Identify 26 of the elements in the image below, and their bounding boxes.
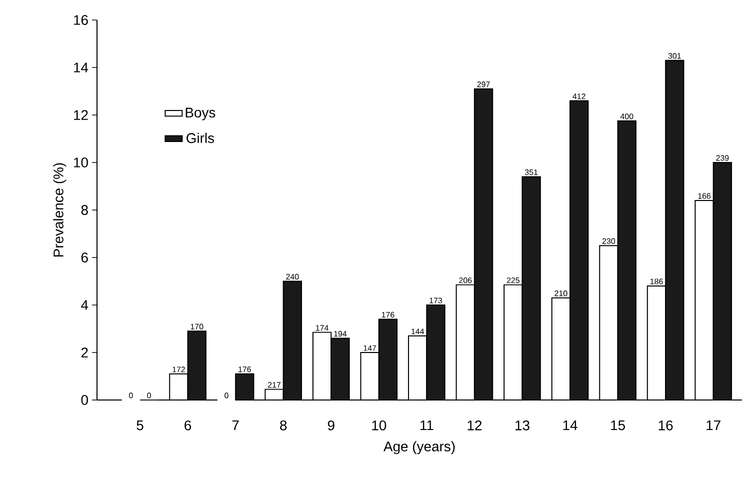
legend-label: Boys [186,108,216,120]
x-tick-label: 8 [280,420,287,430]
y-tick-label: 14 [74,62,88,72]
x-tick-label: 12 [468,420,482,430]
x-tick-label: 11 [420,420,434,430]
x-tick-label: 6 [184,420,192,430]
y-tick-label: 8 [81,205,88,215]
x-tick-label: 16 [658,420,673,430]
y-axis-title: Prevalence (%) [53,163,66,257]
y-tick-label: 10 [74,158,88,168]
legend-label: Girls [186,132,214,144]
x-tick-label: 14 [563,420,578,430]
x-tick-label: 9 [328,420,334,430]
x-tick-label: 17 [706,420,720,430]
y-tick-label: 0 [81,395,88,405]
x-tick-label: 13 [516,420,530,430]
x-axis-title: Age (years) [383,441,455,454]
y-tick-label: 4 [81,300,88,310]
x-tick-label: 5 [136,420,144,430]
y-tick-label: 6 [81,252,88,262]
y-tick-label: 2 [81,348,88,358]
y-tick-label: 16 [74,15,88,25]
y-tick-label: 12 [74,110,88,120]
x-tick-label: 7 [232,420,239,430]
x-tick-label: 15 [611,420,625,430]
x-tick-label: 10 [372,420,386,430]
